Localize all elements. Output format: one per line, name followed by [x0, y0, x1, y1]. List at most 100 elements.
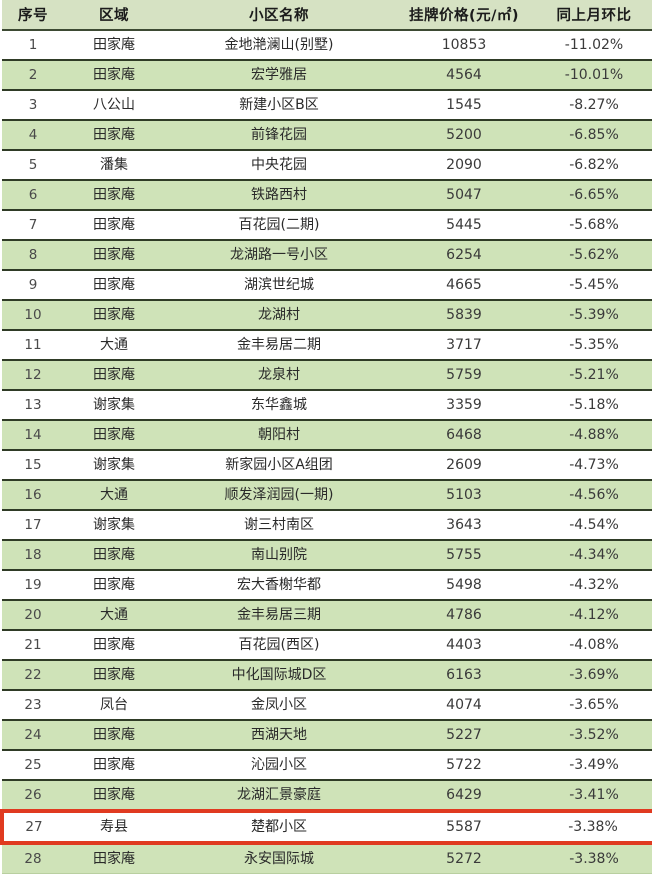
cell-price: 5227 — [394, 719, 534, 751]
cell-rank: 15 — [2, 449, 64, 481]
cell-area: 田家庵 — [64, 209, 164, 241]
cell-change: -5.39% — [534, 299, 652, 331]
table-row[interactable]: 18 田家庵 南山别院 5755 -4.34% — [2, 539, 652, 571]
table-row[interactable]: 10 田家庵 龙湖村 5839 -5.39% — [2, 299, 652, 331]
cell-price: 4564 — [394, 59, 534, 91]
cell-change: -3.38% — [534, 809, 652, 845]
cell-change: -6.85% — [534, 119, 652, 151]
cell-rank: 10 — [2, 299, 64, 331]
cell-rank: 24 — [2, 719, 64, 751]
cell-area: 田家庵 — [64, 659, 164, 691]
table-row[interactable]: 7 田家庵 百花园(二期) 5445 -5.68% — [2, 209, 652, 241]
cell-rank: 26 — [2, 779, 64, 812]
cell-change: -5.68% — [534, 209, 652, 241]
cell-rank: 18 — [2, 539, 64, 571]
cell-name: 顺发泽润园(一期) — [164, 479, 394, 511]
cell-price: 4403 — [394, 629, 534, 661]
cell-price: 2090 — [394, 149, 534, 181]
cell-area: 潘集 — [64, 149, 164, 181]
cell-price: 5047 — [394, 179, 534, 211]
table-header: 序号 区域 小区名称 挂牌价格(元/㎡) 同上月环比 — [2, 0, 652, 31]
cell-change: -4.12% — [534, 599, 652, 631]
table-row[interactable]: 22 田家庵 中化国际城D区 6163 -3.69% — [2, 659, 652, 691]
cell-rank: 4 — [2, 119, 64, 151]
cell-area: 谢家集 — [64, 509, 164, 541]
cell-name: 永安国际城 — [164, 842, 394, 874]
cell-price: 6254 — [394, 239, 534, 271]
table-row[interactable]: 24 田家庵 西湖天地 5227 -3.52% — [2, 719, 652, 751]
table-row[interactable]: 17 谢家集 谢三村南区 3643 -4.54% — [2, 509, 652, 541]
table-row[interactable]: 4 田家庵 前锋花园 5200 -6.85% — [2, 119, 652, 151]
cell-name: 宏大香榭华都 — [164, 569, 394, 601]
cell-change: -3.65% — [534, 689, 652, 721]
cell-change: -6.82% — [534, 149, 652, 181]
cell-price: 4074 — [394, 689, 534, 721]
table-row[interactable]: 9 田家庵 湖滨世纪城 4665 -5.45% — [2, 269, 652, 301]
table-row[interactable]: 14 田家庵 朝阳村 6468 -4.88% — [2, 419, 652, 451]
cell-rank: 7 — [2, 209, 64, 241]
cell-name: 新建小区B区 — [164, 89, 394, 121]
cell-price: 4786 — [394, 599, 534, 631]
cell-area: 田家庵 — [64, 179, 164, 211]
cell-price: 5103 — [394, 479, 534, 511]
cell-area: 谢家集 — [64, 449, 164, 481]
column-header-change: 同上月环比 — [534, 0, 652, 31]
table-row[interactable]: 15 谢家集 新家园小区A组团 2609 -4.73% — [2, 449, 652, 481]
table-row[interactable]: 21 田家庵 百花园(西区) 4403 -4.08% — [2, 629, 652, 661]
cell-change: -3.69% — [534, 659, 652, 691]
cell-name: 中央花园 — [164, 149, 394, 181]
table-row[interactable]: 28 田家庵 永安国际城 5272 -3.38% — [2, 842, 652, 874]
cell-price: 5587 — [394, 809, 534, 845]
table-row[interactable]: 20 大通 金丰易居三期 4786 -4.12% — [2, 599, 652, 631]
cell-name: 铁路西村 — [164, 179, 394, 211]
table-row[interactable]: 25 田家庵 沁园小区 5722 -3.49% — [2, 749, 652, 781]
cell-change: -5.62% — [534, 239, 652, 271]
table-row[interactable]: 26 田家庵 龙湖汇景豪庭 6429 -3.41% — [2, 779, 652, 812]
cell-name: 新家园小区A组团 — [164, 449, 394, 481]
table-row[interactable]: 16 大通 顺发泽润园(一期) 5103 -4.56% — [2, 479, 652, 511]
cell-change: -4.34% — [534, 539, 652, 571]
cell-rank: 9 — [2, 269, 64, 301]
cell-rank: 27 — [0, 809, 64, 845]
cell-rank: 19 — [2, 569, 64, 601]
cell-name: 湖滨世纪城 — [164, 269, 394, 301]
cell-area: 田家庵 — [64, 359, 164, 391]
cell-rank: 3 — [2, 89, 64, 121]
cell-rank: 16 — [2, 479, 64, 511]
cell-price: 6429 — [394, 779, 534, 812]
cell-area: 田家庵 — [64, 239, 164, 271]
table-row[interactable]: 5 潘集 中央花园 2090 -6.82% — [2, 149, 652, 181]
cell-rank: 25 — [2, 749, 64, 781]
table-row[interactable]: 13 谢家集 东华鑫城 3359 -5.18% — [2, 389, 652, 421]
cell-area: 凤台 — [64, 689, 164, 721]
cell-name: 沁园小区 — [164, 749, 394, 781]
table-row[interactable]: 3 八公山 新建小区B区 1545 -8.27% — [2, 89, 652, 121]
cell-rank: 21 — [2, 629, 64, 661]
table-row[interactable]: 6 田家庵 铁路西村 5047 -6.65% — [2, 179, 652, 211]
cell-change: -4.73% — [534, 449, 652, 481]
cell-rank: 17 — [2, 509, 64, 541]
table-row[interactable]: 8 田家庵 龙湖路一号小区 6254 -5.62% — [2, 239, 652, 271]
table-row[interactable]: 2 田家庵 宏学雅居 4564 -10.01% — [2, 59, 652, 91]
cell-price: 3717 — [394, 329, 534, 361]
table-row[interactable]: 27 寿县 楚都小区 5587 -3.38% — [0, 809, 652, 845]
cell-rank: 28 — [2, 842, 64, 874]
cell-price: 5759 — [394, 359, 534, 391]
cell-name: 金凤小区 — [164, 689, 394, 721]
table-row[interactable]: 23 凤台 金凤小区 4074 -3.65% — [2, 689, 652, 721]
cell-area: 谢家集 — [64, 389, 164, 421]
cell-area: 田家庵 — [64, 629, 164, 661]
cell-price: 5839 — [394, 299, 534, 331]
cell-name: 金地滟澜山(别墅) — [164, 29, 394, 61]
cell-area: 大通 — [64, 599, 164, 631]
cell-change: -3.49% — [534, 749, 652, 781]
cell-price: 1545 — [394, 89, 534, 121]
table-row[interactable]: 11 大通 金丰易居二期 3717 -5.35% — [2, 329, 652, 361]
cell-price: 2609 — [394, 449, 534, 481]
table-row[interactable]: 12 田家庵 龙泉村 5759 -5.21% — [2, 359, 652, 391]
table-row[interactable]: 1 田家庵 金地滟澜山(别墅) 10853 -11.02% — [2, 29, 652, 61]
table-row[interactable]: 19 田家庵 宏大香榭华都 5498 -4.32% — [2, 569, 652, 601]
cell-change: -4.88% — [534, 419, 652, 451]
cell-price: 5200 — [394, 119, 534, 151]
